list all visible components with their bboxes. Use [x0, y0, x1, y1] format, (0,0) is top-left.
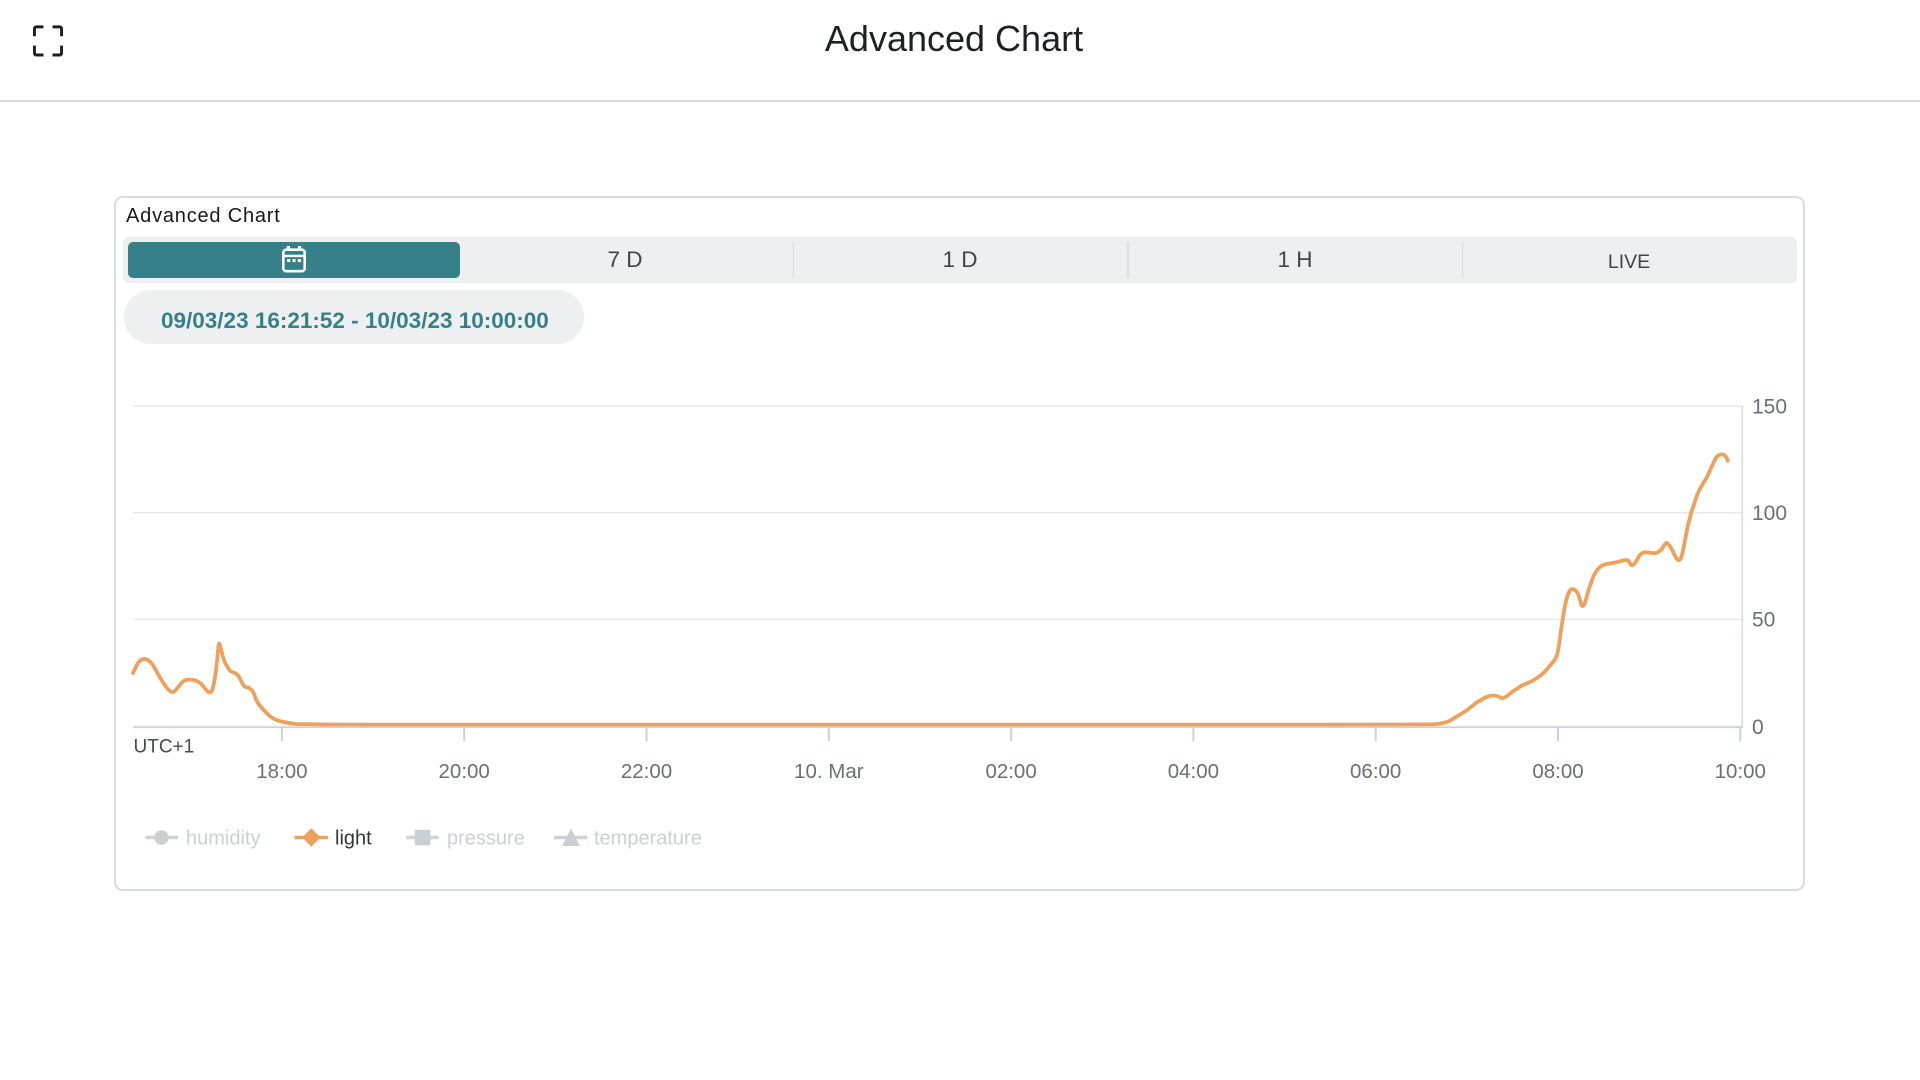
svg-text:pressure: pressure [447, 828, 525, 850]
svg-text:light: light [335, 828, 372, 850]
svg-text:100: 100 [1752, 502, 1787, 525]
svg-text:50: 50 [1752, 609, 1775, 632]
svg-text:10:00: 10:00 [1715, 760, 1766, 783]
svg-text:10. Mar: 10. Mar [794, 760, 864, 783]
svg-text:22:00: 22:00 [621, 760, 672, 783]
svg-text:humidity: humidity [186, 828, 260, 850]
svg-text:0: 0 [1752, 716, 1764, 739]
svg-text:02:00: 02:00 [985, 760, 1036, 783]
svg-text:18:00: 18:00 [256, 760, 307, 783]
svg-text:UTC+1: UTC+1 [134, 737, 195, 758]
svg-text:150: 150 [1752, 396, 1787, 419]
svg-text:temperature: temperature [594, 828, 702, 850]
svg-text:08:00: 08:00 [1532, 760, 1583, 783]
svg-text:20:00: 20:00 [439, 760, 490, 783]
svg-text:04:00: 04:00 [1168, 760, 1219, 783]
svg-text:06:00: 06:00 [1350, 760, 1401, 783]
